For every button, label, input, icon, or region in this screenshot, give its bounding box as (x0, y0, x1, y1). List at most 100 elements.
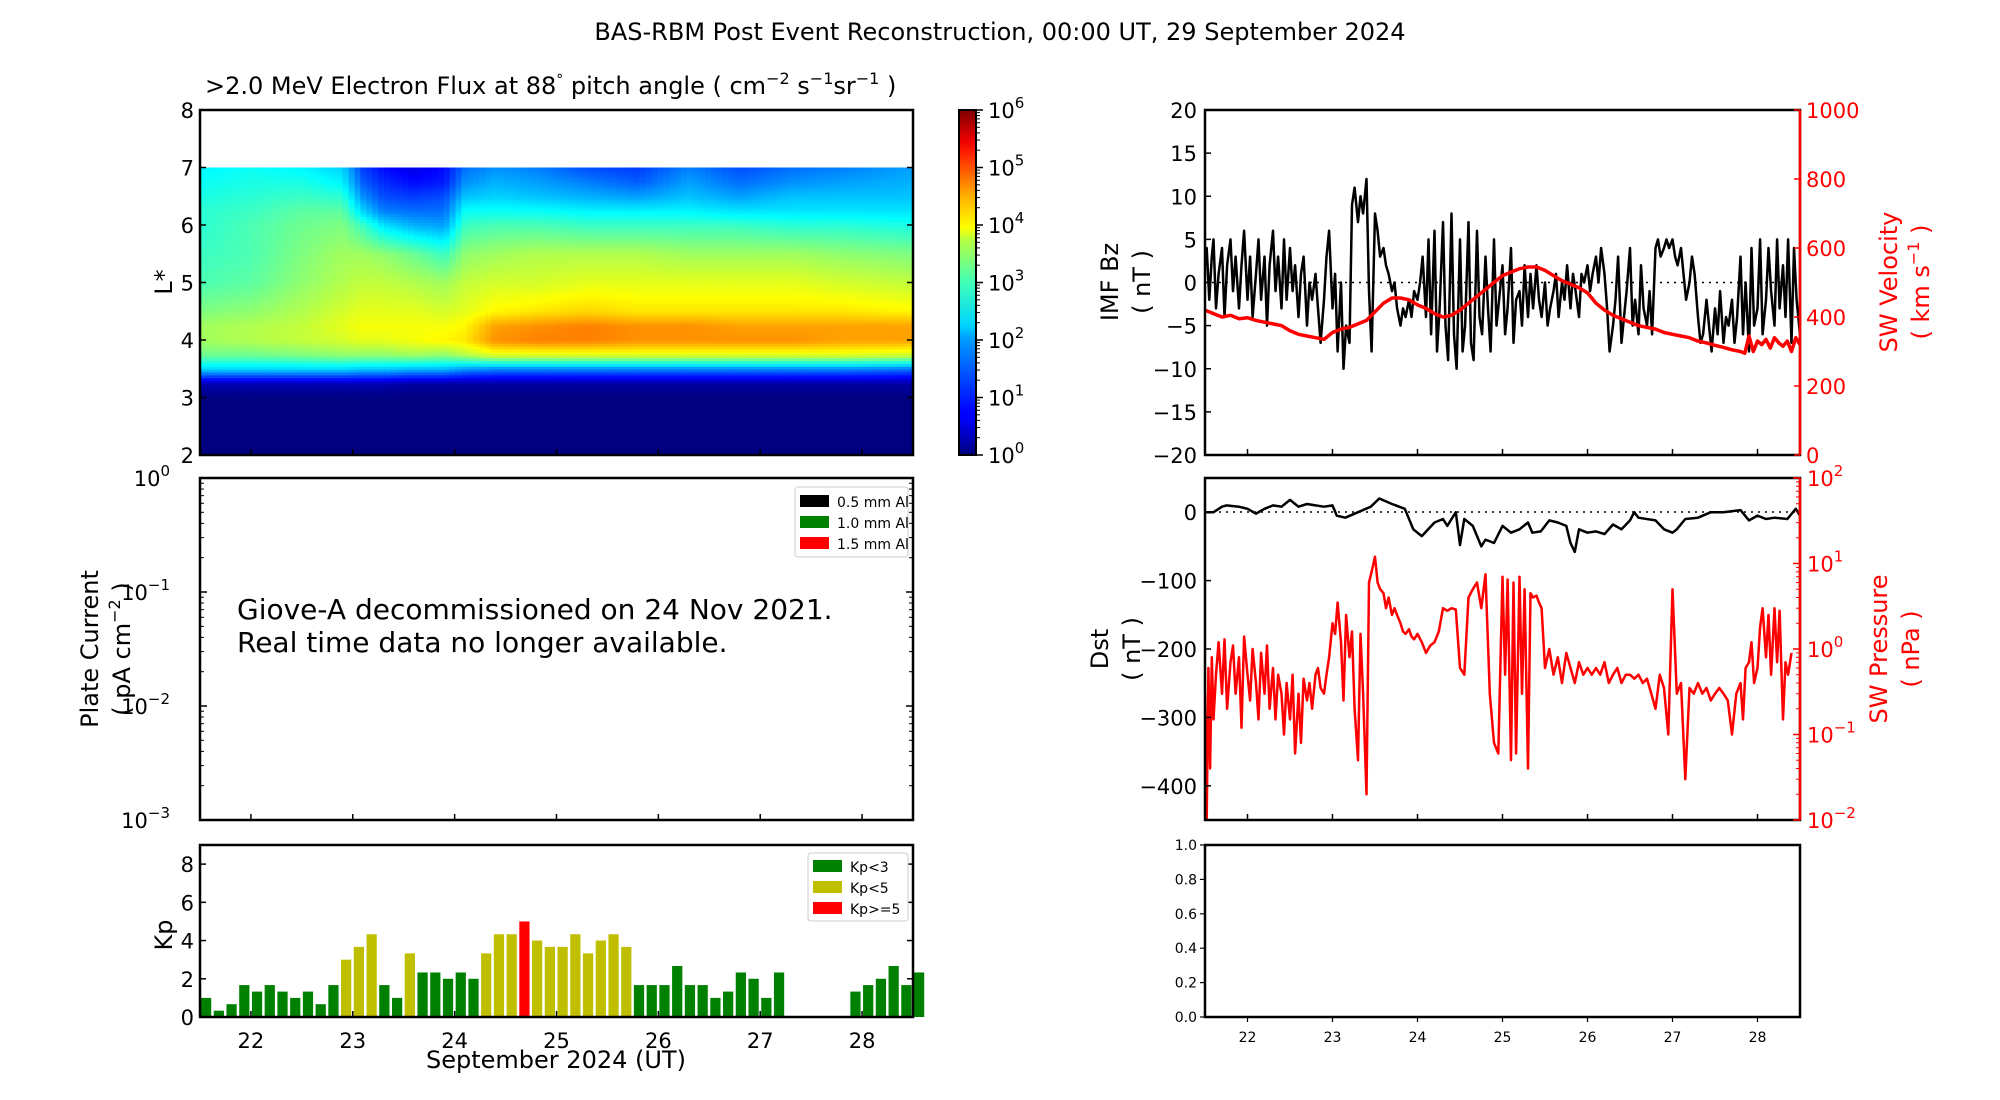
flux-cell (360, 305, 368, 310)
flux-cell (205, 242, 213, 246)
flux-cell (431, 311, 439, 315)
flux-cell (342, 239, 350, 244)
flux-cell (324, 233, 332, 238)
flux-cell (306, 311, 314, 315)
flux-cell (443, 285, 451, 290)
flux-cell (312, 374, 320, 379)
flux-cell (301, 294, 308, 298)
flux-cell (271, 291, 279, 295)
flux-cell (295, 337, 302, 341)
flux-cell (402, 443, 409, 448)
flux-cell (396, 248, 403, 252)
flux-cell (295, 181, 302, 186)
flux-cell (407, 245, 415, 249)
flux-cell (235, 345, 243, 350)
flux-cell (342, 437, 350, 442)
flux-cell (366, 308, 374, 313)
flux-cell (384, 397, 391, 402)
flux-cell (437, 414, 445, 419)
flux-cell (491, 374, 498, 379)
flux-cell (485, 328, 492, 333)
flux-cell (449, 437, 457, 442)
flux-cell (229, 308, 237, 313)
flux-cell (324, 368, 332, 373)
flux-cell (205, 262, 213, 267)
flux-cell (223, 386, 231, 390)
flux-cell (229, 230, 237, 235)
flux-cell (449, 288, 457, 292)
flux-cell (200, 426, 207, 430)
flux-cell (205, 213, 213, 218)
flux-cell (360, 222, 368, 226)
flux-cell (301, 210, 308, 215)
flux-cell (443, 262, 451, 267)
flux-cell (366, 294, 374, 298)
flux-cell (277, 268, 284, 272)
flux-cell (318, 426, 326, 430)
flux-cell (402, 311, 409, 315)
flux-cell (425, 363, 433, 367)
flux-cell (241, 279, 249, 284)
flux-cell (360, 374, 368, 379)
flux-cell (449, 317, 457, 321)
flux-cell (384, 271, 391, 275)
flux-cell (211, 446, 219, 451)
flux-cell (265, 434, 273, 439)
flux-cell (289, 354, 296, 359)
flux-cell (485, 250, 492, 255)
flux-cell (336, 363, 344, 367)
flux-cell (407, 345, 415, 350)
flux-cell (289, 219, 296, 223)
flux-cell (324, 319, 332, 324)
flux-cell (449, 213, 457, 218)
flux-cell (425, 308, 433, 313)
flux-cell (217, 319, 225, 324)
flux-cell (419, 173, 427, 177)
flux-cell (402, 279, 409, 284)
flux-cell (485, 176, 492, 180)
flux-cell (348, 219, 356, 223)
flux-cell (396, 409, 403, 413)
flux-cell (449, 394, 457, 399)
flux-cell (407, 273, 415, 278)
flux-cell (402, 187, 409, 192)
flux-cell (354, 391, 362, 396)
flux-cell (390, 354, 397, 359)
flux-cell (437, 388, 445, 393)
flux-cell (348, 308, 356, 313)
flux-cell (301, 179, 308, 183)
flux-cell (283, 397, 290, 402)
flux-cell (217, 248, 225, 252)
flux-cell (461, 368, 469, 373)
flux-cell (336, 268, 344, 272)
flux-cell (455, 403, 463, 407)
flux-cell (437, 279, 445, 284)
flux-cell (449, 253, 457, 258)
flux-cell (306, 414, 314, 419)
flux-cell (461, 432, 469, 436)
flux-cell (253, 449, 261, 453)
flux-cell (200, 345, 207, 350)
flux-cell (247, 199, 255, 203)
flux-cell (354, 279, 362, 284)
flux-cell (277, 345, 284, 350)
flux-cell (413, 253, 421, 258)
flux-cell (306, 380, 314, 384)
flux-cell (378, 202, 385, 206)
flux-cell (301, 331, 308, 336)
flux-cell (205, 365, 213, 370)
flux-cell (318, 414, 326, 419)
flux-cell (336, 403, 344, 407)
flux-cell (289, 409, 296, 413)
flux-cell (378, 296, 385, 301)
flux-cell (259, 417, 267, 422)
flux-cell (378, 328, 385, 333)
flux-cell (211, 176, 219, 180)
flux-cell (467, 193, 475, 198)
flux-cell (241, 265, 249, 269)
flux-cell (431, 354, 439, 359)
flux-cell (330, 233, 338, 238)
flux-cell (277, 196, 284, 200)
flux-cell (229, 265, 237, 269)
flux-cell (390, 340, 397, 344)
